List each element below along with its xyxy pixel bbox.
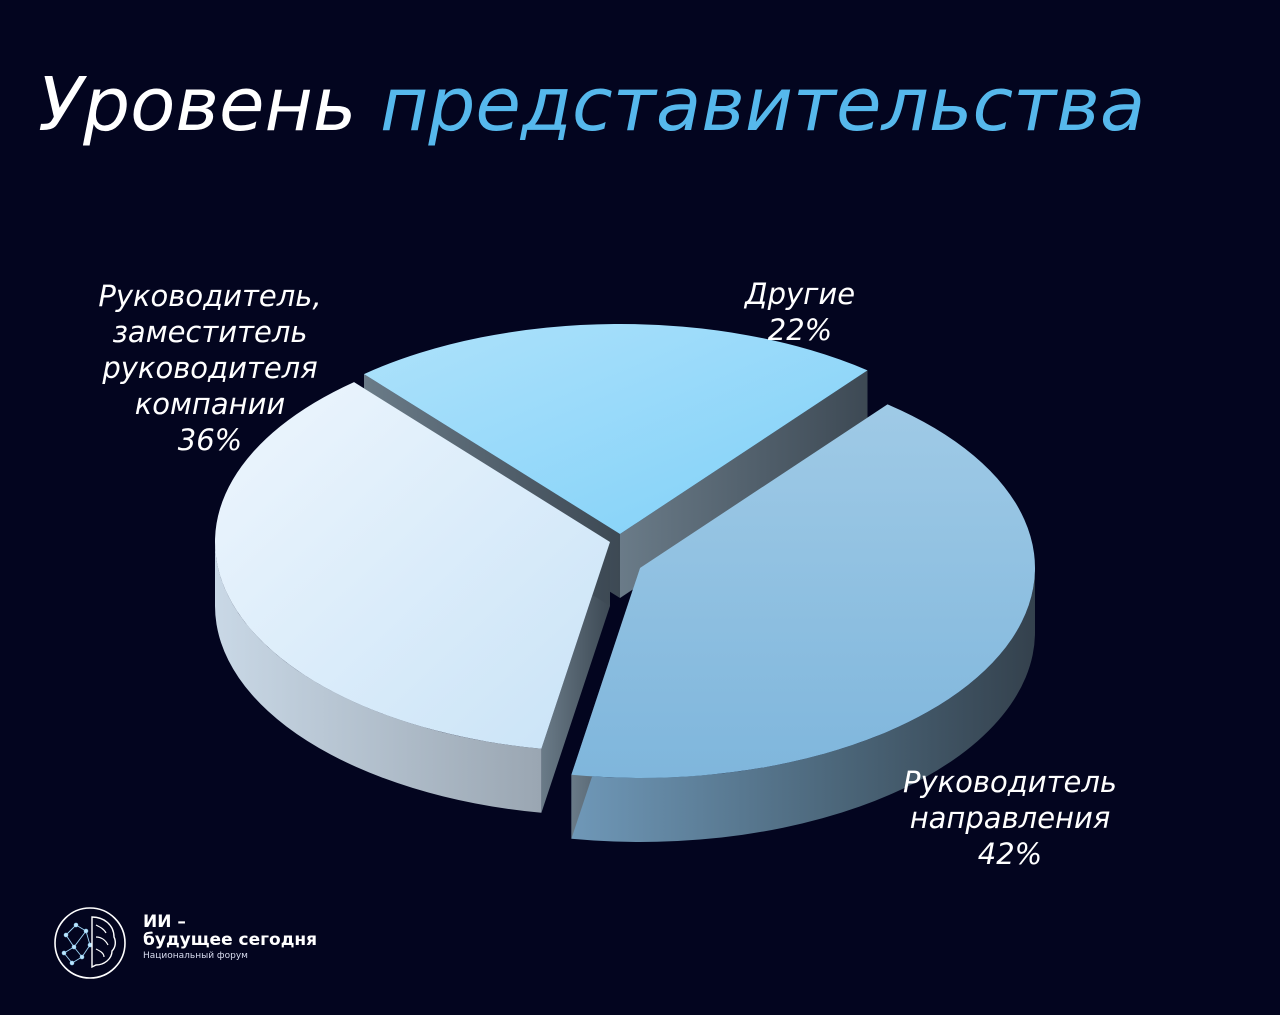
data-label-line: компании: [134, 387, 286, 421]
pie-slice-top: [363, 324, 868, 534]
data-label-value: 22%: [767, 313, 833, 347]
data-label-value: 36%: [177, 423, 243, 457]
data-label-line: заместитель: [112, 315, 308, 349]
data-label-line: Руководитель: [902, 765, 1117, 799]
pie-slice-top: [571, 404, 1035, 778]
brain-network-icon: [54, 907, 126, 979]
data-label-line: Руководитель,: [98, 279, 322, 313]
pie-slice-wall: [541, 542, 610, 813]
pie-slice-side: [571, 568, 1035, 842]
data-label-line: направления: [909, 801, 1111, 835]
logo-line-2: будущее сегодня: [143, 930, 318, 950]
logo-line-3: Национальный форум: [143, 951, 248, 961]
title-word-2: представительства: [380, 62, 1146, 148]
data-label-line: руководителя: [102, 351, 318, 385]
data-label-company-head: Руководитель, заместитель руководителя к…: [70, 278, 350, 458]
pie-slice-company-head: [214, 382, 610, 813]
pie-slice-direction-head: [571, 404, 1035, 842]
logo-text: ИИ – будущее сегодня Национальный форум: [143, 913, 317, 963]
data-label-line: Другие: [744, 277, 856, 311]
data-label-others: Другие 22%: [700, 276, 900, 348]
data-label-direction-head: Руководитель направления 42%: [880, 764, 1140, 872]
pie-slice-side: [214, 542, 542, 813]
logo-line-1: ИИ –: [143, 912, 186, 932]
title-word-1: Уровень: [38, 62, 357, 148]
data-label-value: 42%: [977, 837, 1043, 871]
page-title: Уровень представительства: [38, 62, 1145, 148]
pie-slice-top: [214, 382, 610, 749]
